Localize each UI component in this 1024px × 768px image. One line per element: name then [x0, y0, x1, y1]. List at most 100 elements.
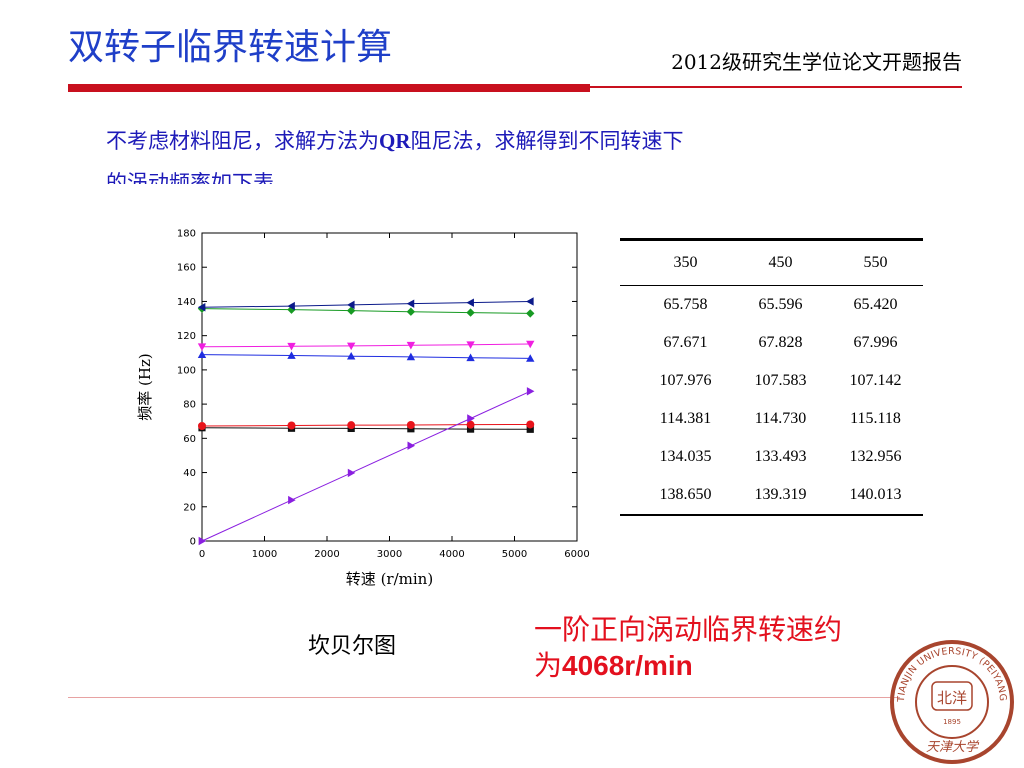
table-cell: 65.758 [663, 296, 708, 313]
series-marker [346, 352, 356, 360]
x-tick-label: 1000 [252, 549, 277, 560]
campbell-chart: 0 1000 2000 3000 4000 5000 6000 0 20 40 60 80 100 120… [136, 229, 590, 589]
page-title: 双转子临界转速计算 [68, 27, 393, 68]
y-tick-label: 0 [190, 537, 196, 548]
y-tick-label: 140 [177, 297, 196, 308]
series-marker [197, 350, 207, 359]
x-tick-label: 0 [199, 549, 205, 560]
table-row: 114.039 114.381 114.730 115.118 [620, 400, 923, 438]
x-tick-label: 5000 [502, 549, 527, 560]
seal-inner-ring [915, 665, 989, 739]
table-cell: 107.142 [849, 372, 902, 389]
table-row: 108.362 107.976 107.583 107.142 [620, 362, 923, 400]
table-cell: 67.517 [620, 324, 638, 362]
series-marker [347, 468, 356, 478]
table-row: 65.919 65.758 65.596 65.420 [620, 286, 923, 325]
table-cell: 65.420 [853, 296, 898, 313]
table-cell: 137.987 [620, 476, 638, 516]
series-marker [287, 301, 295, 311]
note-line2-pre: 为 [534, 649, 563, 682]
university-seal-logo: TIANJIN UNIVERSITY (PEIYANG UNIVERSITY) … [886, 636, 1014, 764]
table-cell: 140.013 [828, 476, 923, 516]
series-marker [466, 425, 475, 433]
series-marker [406, 420, 415, 429]
series-marker [526, 309, 535, 318]
seal-outer-ring [890, 640, 1014, 764]
series-marker [526, 297, 534, 306]
table-cell: 134.035 [659, 448, 712, 465]
x-tick-label: 2000 [314, 549, 339, 560]
series-4 [197, 340, 535, 351]
table-cell: 65.919 [620, 286, 638, 325]
table-cell: 550 [828, 238, 923, 286]
frequency-table: 25035045055065.91965.75865.59665.42067.5… [620, 238, 923, 516]
table-row: 67.517 67.671 67.828 67.996 [620, 324, 923, 362]
x-tick-label: 4000 [439, 549, 464, 560]
series-marker [466, 308, 475, 317]
table-cell: 139.319 [733, 476, 828, 516]
x-tick-label: 6000 [564, 549, 589, 560]
series-line [201, 390, 531, 542]
series-line [201, 354, 531, 359]
series-marker [287, 351, 296, 359]
intro-text: 不考虑材料阻尼，求解方法为QR阻尼法，求解得到不同转速下 的涡动频率如下表 [106, 120, 916, 184]
y-tick-label: 100 [177, 365, 196, 376]
intro-line1-bold: QR [379, 129, 411, 153]
table-cell: 132.956 [849, 448, 902, 465]
chart-caption: 坎贝尔图 [308, 634, 397, 659]
y-tick-label: 160 [177, 263, 196, 274]
series-marker [406, 352, 416, 361]
series-marker [407, 441, 416, 450]
series-marker [287, 421, 296, 430]
series-marker [466, 341, 475, 349]
series-marker [406, 299, 415, 308]
table-cell: 107.976 [659, 372, 712, 389]
seal-center-plate [931, 681, 973, 711]
title-rule-thin [590, 86, 962, 88]
series-marker [197, 303, 206, 312]
table-cell: 250 [620, 238, 638, 286]
series-marker [466, 420, 475, 429]
series-3 [197, 350, 535, 362]
table-cell: 107.583 [754, 372, 807, 389]
table-cell: 108.362 [620, 362, 638, 400]
series-marker [526, 425, 534, 433]
series-marker [346, 300, 355, 310]
intro-line1-post: 阻尼法，求解得到不同转速下 [410, 129, 684, 153]
series-line [201, 300, 531, 308]
series-marker [346, 306, 356, 315]
y-tick-label: 180 [177, 229, 196, 240]
series-marker [288, 495, 296, 505]
series-marker [467, 414, 475, 423]
series-marker [287, 342, 296, 351]
y-tick-label: 60 [183, 434, 196, 445]
footer-rule [68, 697, 900, 698]
y-tick-label: 120 [177, 331, 196, 342]
table-cell: 114.730 [754, 410, 807, 427]
table-cell: 114.039 [620, 400, 638, 438]
table-row: 134.570 134.035 133.493 132.956 [620, 438, 923, 476]
series-6 [197, 297, 534, 312]
x-axis-label: 转速 (r/min) [346, 570, 433, 588]
series-marker [198, 422, 206, 431]
series-2 [198, 420, 535, 431]
series-marker [197, 343, 207, 351]
series-marker [346, 342, 356, 351]
series-line [201, 423, 531, 427]
table-cell: 133.493 [754, 448, 807, 465]
y-tick-label: 40 [183, 468, 196, 479]
series-marker [406, 307, 416, 316]
series-7 [198, 387, 535, 546]
series-line [201, 308, 531, 314]
series-marker [526, 354, 535, 362]
table-cell: 450 [733, 238, 828, 286]
note-line2-value: 4068r/min [562, 650, 693, 681]
series-marker [287, 305, 296, 314]
x-tick-label: 3000 [377, 549, 402, 560]
series-line [201, 427, 531, 430]
plot-frame [201, 232, 578, 542]
critical-speed-note: 一阶正向涡动临界转速约 为4068r/min [534, 612, 842, 684]
table-cell: 115.118 [850, 410, 901, 427]
series-marker [347, 421, 356, 430]
y-tick-label: 80 [183, 400, 196, 411]
